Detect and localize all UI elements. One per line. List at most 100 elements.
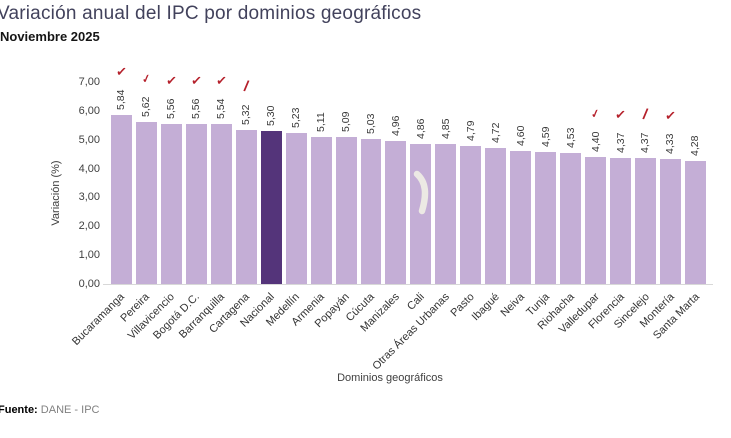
bar-value-label: 4,53: [564, 127, 577, 149]
red-checkmark-icon: ✓: [115, 63, 128, 81]
bar: [435, 144, 457, 284]
bar-slot: 4,60: [510, 58, 532, 284]
bar: [684, 160, 706, 284]
y-tick-label: 1,00: [78, 249, 100, 262]
bar-slot: ✓ 5,56: [160, 58, 182, 284]
red-checkmark-icon: ✓: [165, 72, 178, 89]
bar-value-label: 4,37: [614, 132, 627, 153]
bar-value-label: 5,03: [365, 113, 377, 134]
y-tick-label: 3,00: [78, 191, 100, 204]
y-tick-label: 2,00: [78, 220, 100, 233]
bar-slot: / 4,37: [635, 58, 656, 284]
bar-slot: 5,03: [360, 58, 382, 284]
source-value: DANE - IPC: [40, 404, 100, 416]
bar: [510, 151, 532, 284]
bar-slot: 4,59: [535, 58, 557, 284]
white-swoosh-mark: [413, 170, 429, 215]
bar: [210, 124, 232, 284]
bar-slot: 5,11: [310, 58, 332, 284]
bar-highlighted: [260, 131, 282, 284]
bar-slot: ✓ 4,40: [585, 58, 607, 284]
bar-slot: ✓ 5,84: [111, 58, 132, 284]
bar-slot: 4,96: [385, 58, 407, 284]
bar: [310, 136, 332, 284]
bar-value-label: 5,11: [315, 111, 328, 132]
bar-value-label: 4,85: [439, 118, 452, 140]
bar-value-label: 4,72: [489, 122, 502, 143]
bar-value-label: 5,09: [340, 111, 353, 133]
y-tick-label: 6,00: [78, 104, 100, 117]
chart-subtitle: Noviembre 2025: [0, 29, 100, 44]
bar-value-label: 4,96: [389, 115, 402, 136]
y-tick-label: 0,00: [78, 278, 100, 290]
bar: [535, 151, 557, 284]
source-label: Fuente:: [0, 404, 38, 416]
bar-value-label: 4,60: [514, 125, 527, 147]
red-checkmark-icon: ✓: [614, 106, 627, 123]
bar-value-label: 4,33: [664, 133, 677, 155]
bar-value-label: 4,37: [639, 132, 652, 153]
bar-value-label: 5,62: [140, 96, 153, 117]
bar-value-label: 4,86: [414, 118, 427, 139]
red-checkmark-icon: ✓: [664, 107, 677, 124]
bar: [360, 138, 382, 284]
bar-plot-area: ✓ 5,84 ✓ 5,62 ✓ 5,56 ✓ 5,56 ✓ 5,54 / 5,32 5,30 5,23 5,…: [111, 58, 706, 284]
y-tick-label: 5,00: [78, 133, 100, 146]
bar-value-label: 4,40: [589, 131, 602, 153]
y-tick-label: 7,00: [78, 76, 100, 88]
bar-value-label: 5,32: [240, 105, 253, 126]
bar-slot: 4,86: [410, 58, 432, 284]
bar-value-label: 5,23: [290, 107, 303, 129]
bar-slot: ✓ 4,33: [659, 58, 681, 284]
bar: [385, 140, 407, 284]
bar-value-label: 5,30: [265, 105, 278, 127]
bar: [235, 130, 257, 284]
bar-value-label: 4,79: [464, 120, 477, 141]
bar-value-label: 4,28: [689, 135, 702, 156]
category-labels: Bucaramanga Pereira Villavicencio Bogotá D.…: [0, 289, 731, 373]
x-axis-baseline: [103, 284, 713, 285]
bar: [285, 133, 307, 284]
bar: [610, 157, 632, 284]
bar: [585, 157, 607, 284]
bar-slot: 4,85: [435, 58, 457, 284]
bar: [160, 123, 182, 284]
bar: [135, 121, 157, 284]
bar-value-label: 5,56: [165, 98, 178, 119]
bar: [485, 147, 507, 284]
bar-slot: ✓ 5,56: [185, 58, 207, 284]
bar-slot: 4,79: [460, 58, 482, 284]
bar: [111, 115, 132, 284]
bar-slot: 4,53: [560, 58, 582, 284]
bar-slot: ✓ 5,54: [210, 58, 232, 284]
x-axis-title: Dominios geográficos: [337, 372, 443, 384]
bar: [410, 143, 432, 284]
bar-value-label: 5,56: [190, 98, 203, 119]
red-checkmark-icon: /: [641, 105, 650, 124]
bar: [659, 159, 681, 284]
bar: [335, 137, 357, 284]
bar-slot: / 5,32: [235, 58, 257, 284]
bar-slot: 5,30: [260, 58, 282, 284]
bar-slot: 4,72: [485, 58, 507, 284]
bar: [560, 153, 582, 284]
chart-title: Variación anual del IPC por dominios geo…: [0, 3, 422, 24]
red-checkmark-icon: ✓: [215, 72, 228, 89]
red-checkmark-icon: ✓: [190, 72, 203, 89]
bar: [635, 157, 656, 284]
bar: [185, 123, 207, 284]
bar-value-label: 5,54: [215, 98, 228, 120]
bar-slot: ✓ 5,62: [135, 58, 157, 284]
bar-slot: 4,28: [684, 58, 706, 284]
bar-slot: ✓ 4,37: [610, 58, 632, 284]
red-checkmark-icon: ✓: [589, 106, 602, 121]
bar-value-label: 5,84: [115, 90, 128, 111]
red-checkmark-icon: /: [242, 78, 251, 96]
bar: [460, 145, 482, 284]
source-note: Fuente: DANE - IPC: [0, 404, 99, 416]
y-tick-label: 4,00: [78, 162, 100, 175]
bar-slot: 5,09: [335, 58, 357, 284]
bar-value-label: 4,59: [539, 126, 552, 147]
bar-slot: 5,23: [285, 58, 307, 284]
